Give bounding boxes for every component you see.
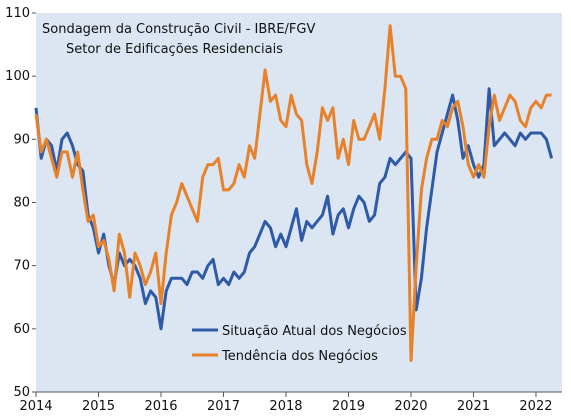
y-tick-label: 50 <box>13 385 30 400</box>
legend: Situação Atual dos Negócios Tendência do… <box>192 324 407 364</box>
x-tick-label: 2019 <box>332 399 365 414</box>
x-tick-label: 2017 <box>207 399 240 414</box>
y-tick-label: 100 <box>5 69 30 84</box>
x-tick-label: 2015 <box>82 399 115 414</box>
y-tick-label: 90 <box>13 132 30 147</box>
series-line-tendencia <box>34 24 552 362</box>
chart-subtitle: Setor de Edificações Residenciais <box>66 42 283 57</box>
y-tick-label: 110 <box>5 6 30 21</box>
x-tick-label: 2016 <box>144 399 177 414</box>
y-axis: 50 60 70 80 90 100 110 <box>5 6 36 400</box>
x-axis: 2014 2015 2016 2017 2018 2019 2020 2021 2022 <box>19 392 553 414</box>
y-tick-label: 60 <box>13 322 30 337</box>
legend-label-tendencia: Tendência dos Negócios <box>221 349 378 364</box>
x-tick-label: 2021 <box>457 399 490 414</box>
y-tick-label: 80 <box>13 196 30 211</box>
x-tick-label: 2020 <box>394 399 427 414</box>
legend-label-situacao: Situação Atual dos Negócios <box>222 324 407 339</box>
chart-title: Sondagem da Construção Civil - IBRE/FGV <box>42 22 315 37</box>
plot-area <box>36 13 562 392</box>
x-tick-label: 2018 <box>269 399 302 414</box>
series-layer <box>34 24 554 362</box>
x-tick-label: 2014 <box>19 399 52 414</box>
x-tick-label: 2022 <box>519 399 552 414</box>
y-tick-label: 70 <box>13 259 30 274</box>
